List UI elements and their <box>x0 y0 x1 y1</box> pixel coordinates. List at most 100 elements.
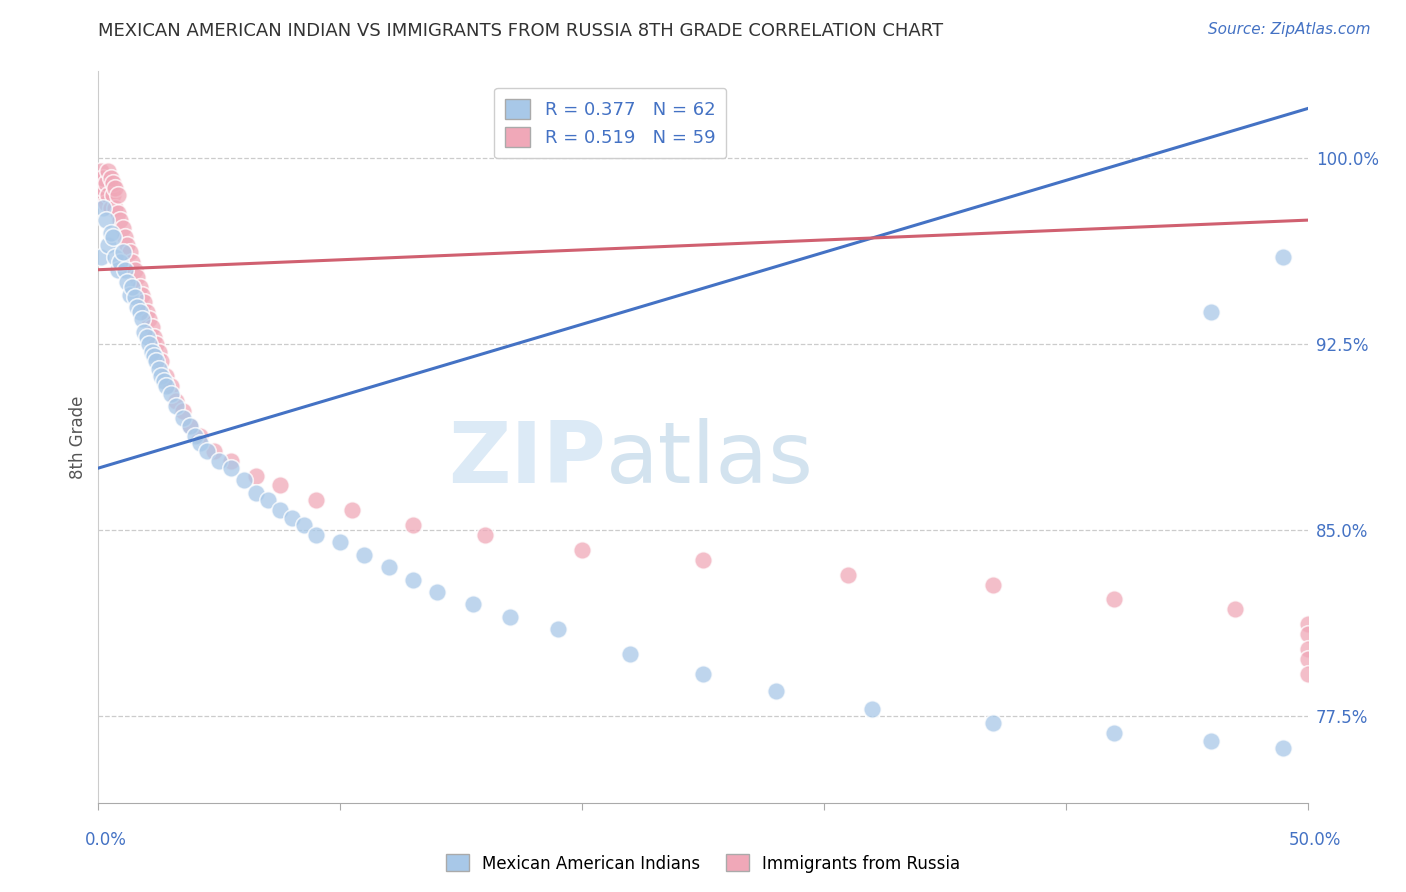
Point <box>101 230 124 244</box>
Point <box>245 486 267 500</box>
Point <box>143 350 166 364</box>
Point <box>131 312 153 326</box>
Point <box>402 518 425 533</box>
Point <box>619 647 641 661</box>
Point <box>179 418 201 433</box>
Point <box>256 493 278 508</box>
Point <box>152 374 174 388</box>
Point <box>94 195 117 210</box>
Point <box>143 329 166 343</box>
Point <box>104 181 127 195</box>
Point <box>121 255 143 269</box>
Point <box>188 436 211 450</box>
Point <box>128 305 150 319</box>
Point <box>135 329 157 343</box>
Point <box>90 188 112 202</box>
Point <box>141 319 163 334</box>
Point <box>474 528 496 542</box>
Point <box>118 287 141 301</box>
Legend: R = 0.377   N = 62, R = 0.519   N = 59: R = 0.377 N = 62, R = 0.519 N = 59 <box>495 87 727 158</box>
Point <box>155 379 177 393</box>
Point <box>1199 305 1222 319</box>
Point <box>104 250 127 264</box>
Point <box>204 443 226 458</box>
Point <box>134 325 156 339</box>
Text: 50.0%: 50.0% <box>1288 831 1341 849</box>
Point <box>765 684 787 698</box>
Point <box>118 245 141 260</box>
Point <box>94 176 117 190</box>
Point <box>184 429 207 443</box>
Text: atlas: atlas <box>606 417 814 500</box>
Point <box>124 290 146 304</box>
Y-axis label: 8th Grade: 8th Grade <box>69 395 87 479</box>
Point <box>547 622 569 636</box>
Point <box>837 567 859 582</box>
Point <box>90 250 112 264</box>
Point <box>91 201 114 215</box>
Point <box>97 238 120 252</box>
Point <box>269 478 291 492</box>
Point <box>172 404 194 418</box>
Point <box>100 171 122 186</box>
Point <box>97 163 120 178</box>
Point <box>117 238 139 252</box>
Point <box>111 245 134 260</box>
Point <box>90 163 112 178</box>
Point <box>91 181 114 195</box>
Point <box>377 560 399 574</box>
Point <box>305 493 328 508</box>
Point <box>1296 642 1319 657</box>
Point <box>402 573 425 587</box>
Point <box>165 399 187 413</box>
Point <box>121 280 143 294</box>
Point <box>160 386 183 401</box>
Point <box>94 213 117 227</box>
Point <box>245 468 267 483</box>
Point <box>1296 627 1319 641</box>
Point <box>353 548 375 562</box>
Point <box>145 354 167 368</box>
Point <box>91 171 114 186</box>
Point <box>281 510 304 524</box>
Point <box>145 337 167 351</box>
Point <box>981 577 1004 591</box>
Point <box>195 443 218 458</box>
Point <box>571 542 593 557</box>
Point <box>114 230 136 244</box>
Point <box>148 362 170 376</box>
Point <box>1296 666 1319 681</box>
Point <box>1102 592 1125 607</box>
Point <box>305 528 328 542</box>
Point <box>127 270 149 285</box>
Point <box>108 213 131 227</box>
Legend: Mexican American Indians, Immigrants from Russia: Mexican American Indians, Immigrants fro… <box>439 847 967 880</box>
Point <box>1223 602 1246 616</box>
Point <box>1296 617 1319 632</box>
Point <box>134 295 156 310</box>
Point <box>97 188 120 202</box>
Point <box>269 503 291 517</box>
Point <box>138 337 160 351</box>
Point <box>1272 741 1295 756</box>
Point <box>1102 726 1125 740</box>
Point <box>498 610 520 624</box>
Point <box>124 262 146 277</box>
Point <box>150 354 173 368</box>
Point <box>165 394 187 409</box>
Point <box>208 453 231 467</box>
Point <box>101 188 124 202</box>
Point <box>160 379 183 393</box>
Text: Source: ZipAtlas.com: Source: ZipAtlas.com <box>1208 22 1371 37</box>
Point <box>426 585 449 599</box>
Point <box>108 255 131 269</box>
Point <box>127 300 149 314</box>
Point <box>232 474 254 488</box>
Point <box>107 188 129 202</box>
Point <box>131 287 153 301</box>
Point <box>221 461 243 475</box>
Point <box>692 553 714 567</box>
Point <box>117 275 139 289</box>
Point <box>101 176 124 190</box>
Point <box>329 535 352 549</box>
